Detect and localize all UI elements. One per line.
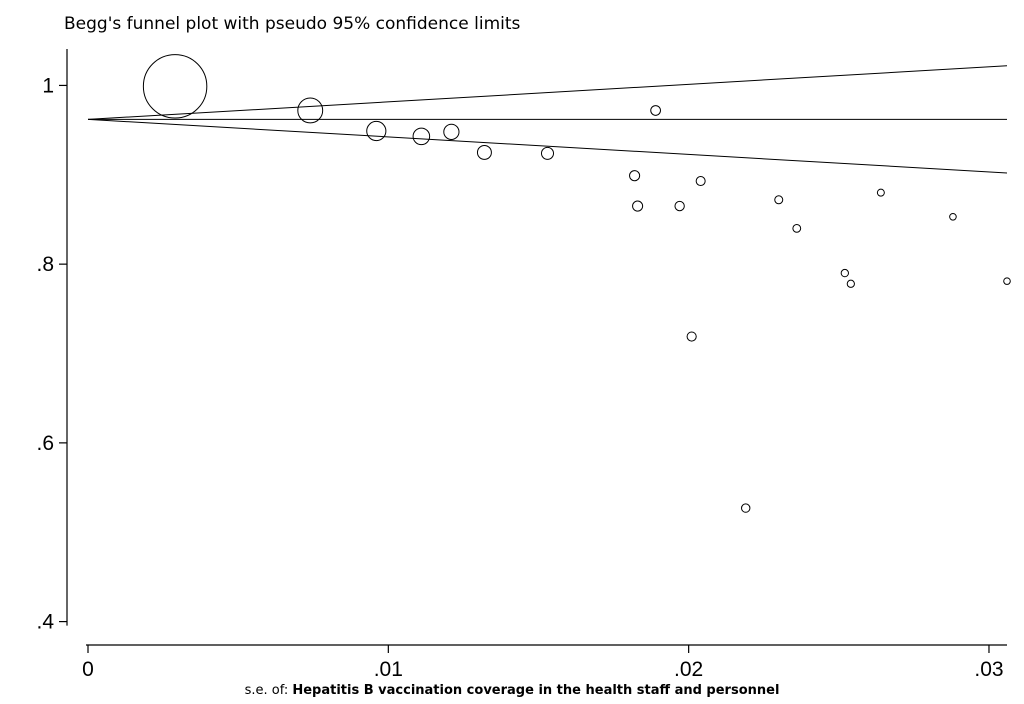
study-point — [792, 224, 802, 233]
study-point — [632, 200, 644, 212]
study-point — [540, 146, 555, 160]
y-tick-label: .4 — [36, 611, 54, 634]
x-axis-title-prefix: s.e. of: — [244, 683, 289, 698]
study-point — [741, 503, 751, 513]
study-point — [846, 279, 855, 288]
study-point — [366, 120, 387, 142]
y-tick-label: .8 — [36, 253, 54, 276]
upper-confidence-limit — [87, 65, 1008, 120]
funnel-lines — [87, 65, 1008, 174]
study-point — [674, 200, 685, 212]
x-tick-label: 0 — [82, 658, 94, 681]
y-tick-label: .6 — [36, 432, 54, 455]
x-tick-label: .01 — [374, 658, 403, 681]
y-tick-label: 1 — [42, 74, 54, 97]
axes: .4 .6 .8 1 0 .01 .02 .03 — [36, 49, 1007, 681]
study-point — [686, 331, 697, 342]
study-point — [1003, 277, 1011, 285]
study-point — [476, 144, 492, 160]
study-point — [443, 123, 460, 140]
study-point — [650, 105, 661, 116]
chart-title: Begg's funnel plot with pseudo 95% confi… — [64, 14, 521, 34]
study-point — [876, 188, 885, 197]
study-point — [412, 127, 431, 146]
study-point — [297, 97, 324, 124]
x-tick-label: .02 — [674, 658, 703, 681]
study-point — [840, 268, 849, 278]
lower-confidence-limit — [87, 118, 1008, 174]
study-point — [774, 195, 784, 205]
study-point — [142, 54, 208, 119]
study-points — [142, 54, 1011, 513]
x-axis-title: s.e. of: Hepatitis B vaccination coverag… — [0, 683, 1024, 698]
study-point — [695, 176, 706, 187]
x-axis-title-main: Hepatitis B vaccination coverage in the … — [292, 683, 780, 698]
study-point — [949, 212, 957, 221]
study-point — [629, 170, 641, 182]
x-tick-label: .03 — [974, 658, 1003, 681]
